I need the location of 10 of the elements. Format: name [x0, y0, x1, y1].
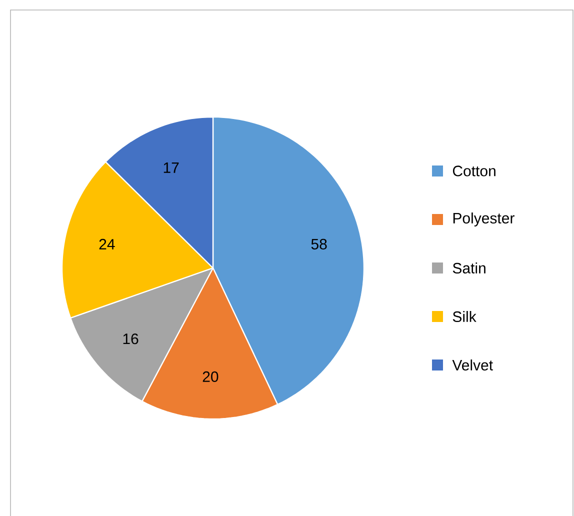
data-label: 17	[164, 162, 179, 173]
data-label: 24	[99, 238, 115, 250]
legend-label: Velvet	[452, 359, 493, 370]
data-label: 58	[311, 238, 327, 250]
data-label: 16	[123, 333, 138, 344]
legend-label: Cotton	[452, 165, 496, 176]
legend-label: Polyester	[453, 212, 514, 226]
legend-label: Satin	[452, 262, 486, 274]
legend-label: Silk	[452, 310, 476, 322]
data-label: 20	[202, 371, 218, 382]
